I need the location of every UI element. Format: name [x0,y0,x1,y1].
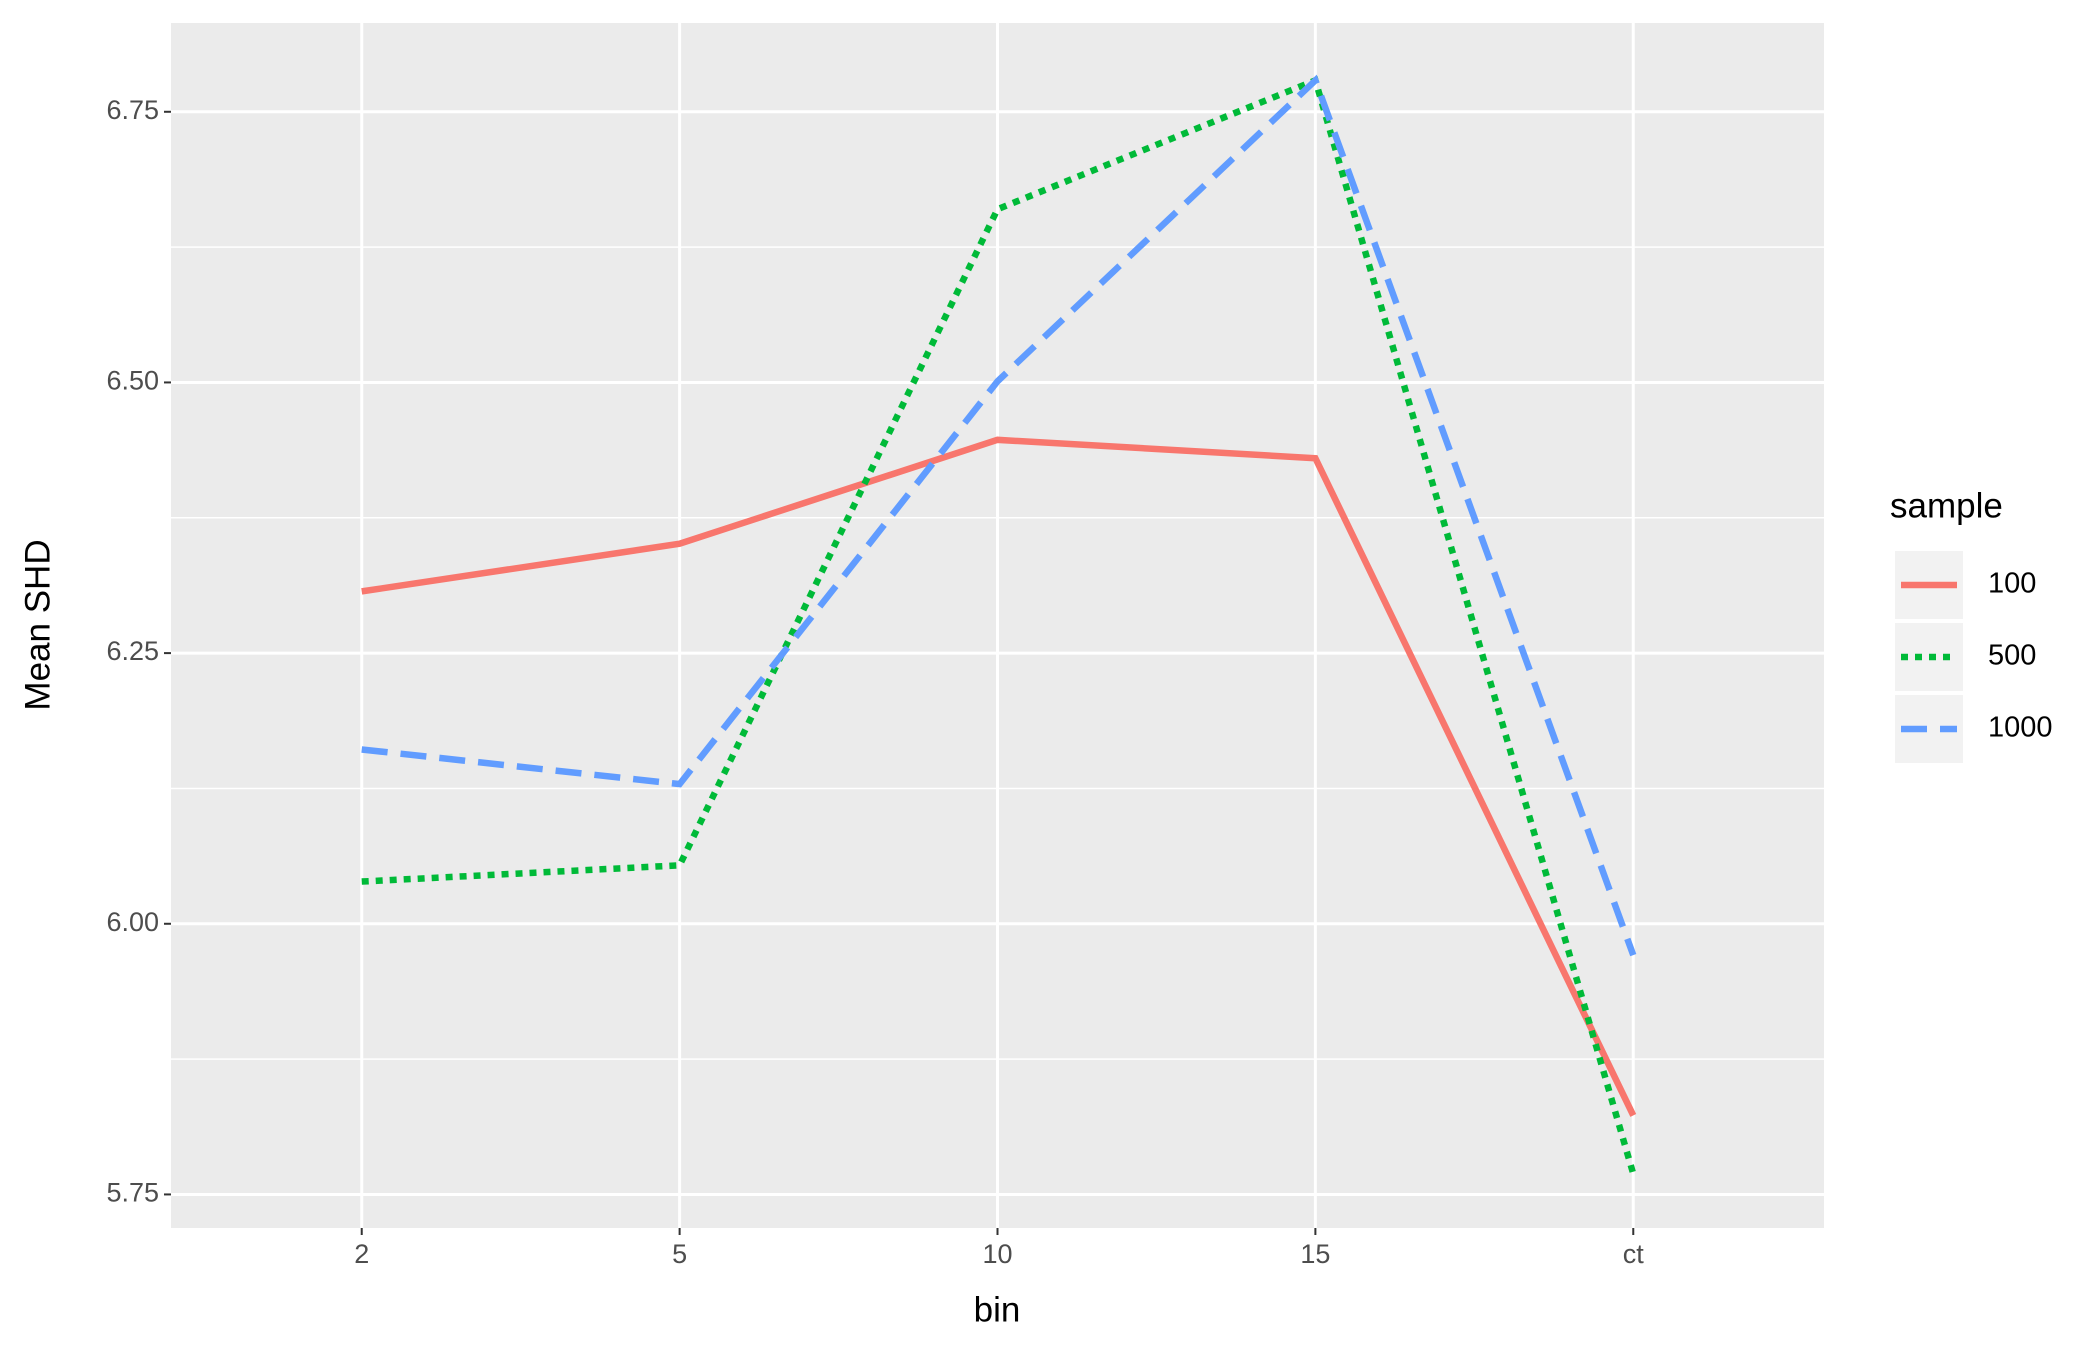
y-tick-label: 6.00 [106,907,159,937]
series-line [361,74,1637,957]
x-tick-label: 5 [672,1239,687,1269]
y-tick-label: 6.25 [106,636,159,666]
x-tick-label: 2 [354,1239,369,1269]
legend-label: 100 [1988,568,2036,600]
y-tick-label: 6.75 [106,95,159,125]
series-line [361,436,1637,1117]
legend-label: 1000 [1988,712,2053,744]
series-line [361,76,1637,1175]
y-axis-title: Mean SHD [18,539,57,710]
x-tick-label: 15 [1300,1239,1330,1269]
x-tick-label: 10 [982,1239,1012,1269]
x-tick-label: ct [1623,1239,1645,1269]
y-tick-label: 6.50 [106,366,159,396]
legend-label: 500 [1988,640,2036,672]
legend-title: sample [1890,486,2003,525]
y-tick-label: 5.75 [106,1178,159,1208]
x-axis-title: bin [974,1290,1021,1329]
